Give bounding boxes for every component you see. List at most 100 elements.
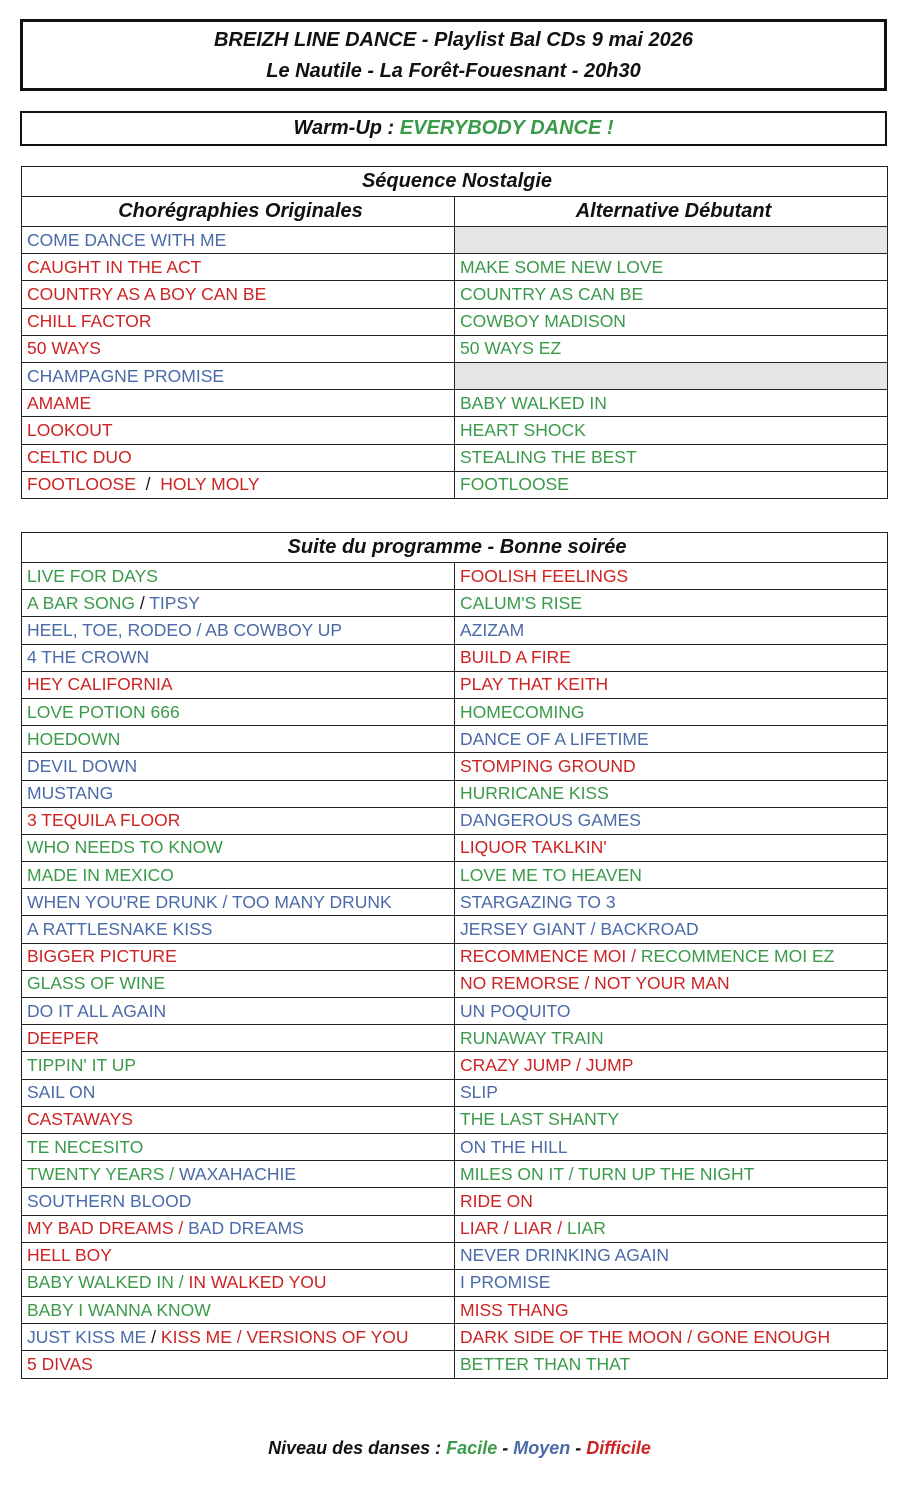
separator: /	[146, 1326, 161, 1347]
dance-name: MUSTANG	[27, 783, 114, 804]
dance-cell-main: 3 TEQUILA FLOOR	[21, 806, 455, 835]
dance-cell-alternative: BUILD A FIRE	[454, 643, 888, 672]
dance-cell-main: HEEL, TOE, RODEO / AB COWBOY UP	[21, 616, 455, 645]
dance-cell-alternative: NO REMORSE / NOT YOUR MAN	[454, 969, 888, 999]
dance-cell-main: BIGGER PICTURE	[21, 942, 455, 971]
dance-cell-main: CHAMPAGNE PROMISE	[21, 361, 455, 391]
dance-cell-alternative	[454, 361, 888, 391]
event-venue: Le Nautile - La Forêt-Fouesnant - 20h30	[266, 60, 641, 82]
dance-name: LIAR	[566, 1218, 606, 1239]
dance-cell-main: COUNTRY AS A BOY CAN BE	[21, 280, 455, 309]
dance-cell-main: 50 WAYS	[21, 334, 455, 363]
dance-name: CHILL FACTOR	[27, 311, 152, 332]
dance-name: MILES ON IT / TURN UP THE NIGHT	[460, 1163, 755, 1184]
dance-cell-main: HOEDOWN	[21, 725, 455, 754]
dance-cell-main: SOUTHERN BLOOD	[21, 1187, 455, 1216]
dance-name: UN POQUITO	[460, 1000, 571, 1021]
dance-cell-main: HEY CALIFORNIA	[21, 670, 455, 699]
dance-cell-main: BABY WALKED IN / IN WALKED YOU	[21, 1268, 455, 1298]
table-row: MADE IN MEXICO LOVE ME TO HEAVEN	[21, 861, 888, 890]
table-row: LOVE POTION 666 HOMECOMING	[21, 697, 888, 727]
dance-name: DEVIL DOWN	[27, 755, 138, 776]
event-title: BREIZH LINE DANCE - Playlist Bal CDs 9 m…	[213, 29, 694, 51]
dance-cell-alternative: LIAR / LIAR / LIAR	[454, 1214, 888, 1243]
table-row: 5 DIVAS BETTER THAN THAT	[21, 1350, 888, 1379]
table-row: HEY CALIFORNIA PLAY THAT KEITH	[21, 670, 888, 699]
dance-cell-alternative: STEALING THE BEST	[454, 443, 888, 472]
dance-cell-alternative: HEART SHOCK	[454, 416, 888, 445]
dance-name: BABY WALKED IN /	[27, 1272, 189, 1293]
dance-name: CASTAWAYS	[27, 1109, 133, 1130]
dance-name: LIAR / LIAR /	[460, 1218, 567, 1239]
dance-cell-main: LOOKOUT	[21, 416, 455, 445]
dance-cell-alternative: I PROMISE	[454, 1268, 888, 1298]
table-row: CELTIC DUO STEALING THE BEST	[21, 443, 888, 472]
suite-title: Suite du programme - Bonne soirée	[21, 532, 888, 563]
dance-name: RECOMMENCE MOI EZ	[640, 946, 835, 967]
table-row: CHAMPAGNE PROMISE	[21, 361, 888, 391]
table-row: A RATTLESNAKE KISS JERSEY GIANT / BACKROA…	[21, 915, 888, 944]
table-row: TE NECESITO ON THE HILL	[21, 1132, 888, 1162]
table-row: TWENTY YEARS / WAXAHACHIE MILES ON IT / T…	[21, 1160, 888, 1189]
dance-cell-main: WHEN YOU'RE DRUNK / TOO MANY DRUNK	[21, 888, 455, 917]
dance-name: PLAY THAT KEITH	[460, 674, 609, 695]
dance-name: A RATTLESNAKE KISS	[27, 919, 213, 940]
dance-name: FOOTLOOSE	[460, 474, 569, 495]
dance-cell-alternative: MILES ON IT / TURN UP THE NIGHT	[454, 1160, 888, 1189]
dance-cell-alternative: STARGAZING TO 3	[454, 888, 888, 917]
dance-name: THE LAST SHANTY	[460, 1109, 620, 1130]
dance-cell-main: MY BAD DREAMS / BAD DREAMS	[21, 1214, 455, 1243]
dance-name: DO IT ALL AGAIN	[27, 1000, 167, 1021]
dance-cell-main: GLASS OF WINE	[21, 969, 455, 999]
table-row: BABY I WANNA KNOW MISS THANG	[21, 1296, 888, 1325]
dance-name: TIPSY	[149, 592, 200, 613]
dance-name: MAKE SOME NEW LOVE	[460, 256, 664, 277]
table-row: WHEN YOU'RE DRUNK / TOO MANY DRUNK STARGA…	[21, 888, 888, 917]
dance-cell-main: A BAR SONG / TIPSY	[21, 589, 455, 618]
dance-cell-main: DEVIL DOWN	[21, 752, 455, 781]
dance-cell-main: TIPPIN' IT UP	[21, 1051, 455, 1080]
dance-name: WHO NEEDS TO KNOW	[27, 837, 223, 858]
dance-name: BIGGER PICTURE	[27, 946, 177, 967]
dance-cell-alternative: RECOMMENCE MOI / RECOMMENCE MOI EZ	[454, 942, 888, 971]
dance-name: WAXAHACHIE	[179, 1163, 297, 1184]
dance-name: FOOLISH FEELINGS	[460, 565, 629, 586]
dance-name: NO REMORSE / NOT YOUR MAN	[460, 973, 730, 994]
dance-cell-alternative: 50 WAYS EZ	[454, 334, 888, 363]
separator: /	[134, 592, 150, 613]
dance-name: HEY CALIFORNIA	[27, 674, 173, 695]
dance-cell-main: BABY I WANNA KNOW	[21, 1296, 455, 1325]
dance-name: DANGEROUS GAMES	[460, 810, 641, 831]
table-row: BIGGER PICTURE RECOMMENCE MOI / RECOMMENC…	[21, 942, 888, 971]
dance-cell-main: FOOTLOOSE / HOLY MOLY	[21, 470, 455, 499]
dance-cell-alternative: RIDE ON	[454, 1187, 888, 1216]
dance-cell-alternative: NEVER DRINKING AGAIN	[454, 1241, 888, 1270]
legend-difficile: Difficile	[586, 1438, 651, 1458]
table-row: WHO NEEDS TO KNOW LIQUOR TAKLKIN'	[21, 833, 888, 863]
dance-cell-alternative: LOVE ME TO HEAVEN	[454, 861, 888, 890]
dance-name: RECOMMENCE MOI /	[460, 946, 641, 967]
dance-name: DEEPER	[27, 1027, 99, 1048]
column-header-originales: Chorégraphies Originales	[21, 196, 455, 227]
dance-name: TE NECESITO	[27, 1136, 144, 1157]
dance-cell-main: CELTIC DUO	[21, 443, 455, 472]
table-row: FOOTLOOSE / HOLY MOLY FOOTLOOSE	[21, 470, 888, 499]
dance-name: ON THE HILL	[460, 1136, 568, 1157]
dance-cell-main: HELL BOY	[21, 1241, 455, 1270]
table-row: A BAR SONG / TIPSY CALUM'S RISE	[21, 589, 888, 618]
dance-cell-alternative: LIQUOR TAKLKIN'	[454, 833, 888, 863]
dance-cell-alternative: DANCE OF A LIFETIME	[454, 725, 888, 754]
dance-name: NEVER DRINKING AGAIN	[460, 1245, 670, 1266]
table-row: COME DANCE WITH ME	[21, 225, 888, 255]
table-row: 50 WAYS 50 WAYS EZ	[21, 334, 888, 363]
event-header: BREIZH LINE DANCE - Playlist Bal CDs 9 m…	[20, 19, 887, 91]
dance-name: COUNTRY AS CAN BE	[460, 283, 644, 304]
dance-cell-alternative: UN POQUITO	[454, 996, 888, 1026]
dance-name: BAD DREAMS	[188, 1218, 304, 1239]
dance-name: 4 THE CROWN	[27, 647, 150, 668]
dance-name: COUNTRY AS A BOY CAN BE	[27, 283, 267, 304]
dance-name: HOMECOMING	[460, 701, 585, 722]
dance-name: RIDE ON	[460, 1190, 533, 1211]
dance-cell-alternative: FOOTLOOSE	[454, 470, 888, 499]
dance-name: MY BAD DREAMS /	[27, 1218, 189, 1239]
